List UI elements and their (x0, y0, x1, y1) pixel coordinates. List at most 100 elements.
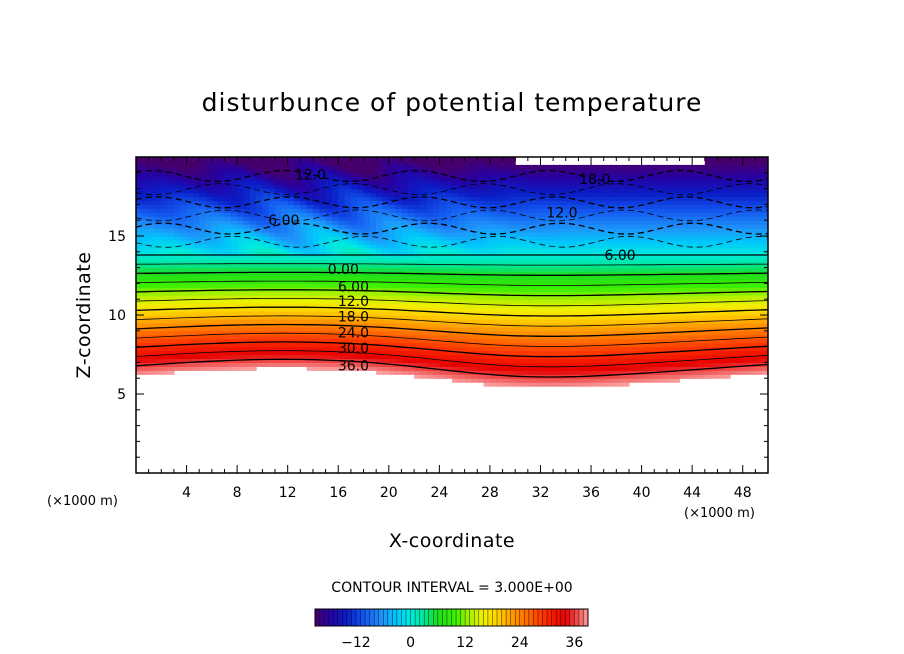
field-cell (211, 295, 219, 300)
field-cell (268, 204, 276, 209)
field-cell (597, 283, 605, 288)
field-cell (199, 287, 207, 292)
field-cell (218, 204, 226, 209)
field-cell (407, 334, 415, 340)
field-cell (572, 267, 579, 273)
field-cell (470, 216, 478, 221)
field-cell (382, 318, 390, 324)
field-cell (527, 212, 535, 217)
field-cell (350, 157, 358, 162)
field-cell (464, 287, 472, 292)
field-cell (685, 303, 693, 308)
field-cell (464, 228, 472, 233)
field-cell (180, 263, 188, 269)
field-cell (559, 330, 567, 336)
field-cell (508, 192, 516, 198)
field-cell (452, 228, 459, 233)
field-cell (420, 295, 428, 300)
field-cell (161, 168, 169, 174)
field-cell (268, 338, 276, 344)
field-cell (439, 232, 447, 237)
field-cell (161, 271, 169, 277)
field-cell (237, 338, 245, 344)
field-cell (616, 382, 624, 387)
field-cell (521, 362, 529, 367)
field-cell (641, 267, 649, 273)
field-cell (673, 346, 681, 352)
field-cell (401, 236, 409, 241)
field-cell (635, 275, 643, 281)
field-cell (388, 160, 396, 166)
field-cell (559, 315, 567, 320)
field-cell (591, 350, 598, 356)
field-cell (211, 176, 219, 182)
field-cell (489, 354, 497, 360)
field-cell (319, 346, 327, 352)
field-cell (230, 338, 238, 344)
field-cell (470, 188, 478, 194)
field-cell (154, 287, 162, 292)
field-cell (300, 362, 308, 367)
field-cell (142, 220, 150, 225)
field-cell (565, 271, 573, 277)
field-cell (565, 318, 573, 324)
field-cell (142, 204, 150, 209)
field-cell (319, 354, 327, 360)
field-cell (407, 239, 415, 245)
field-cell (325, 232, 333, 237)
field-cell (483, 243, 491, 249)
field-cell (565, 275, 573, 281)
field-cell (546, 350, 554, 356)
field-cell (641, 330, 649, 336)
field-cell (559, 358, 567, 363)
field-cell (502, 255, 510, 261)
field-cell (256, 239, 263, 245)
field-cell (275, 232, 282, 237)
field-cell (192, 354, 200, 360)
field-cell (616, 239, 624, 245)
field-cell (553, 228, 561, 233)
field-cell (180, 295, 188, 300)
field-cell (224, 184, 232, 190)
field-cell (647, 188, 655, 194)
field-cell (186, 192, 194, 198)
field-cell (635, 350, 643, 356)
field-cell (452, 208, 459, 213)
field-cell (584, 370, 592, 375)
field-cell (572, 224, 579, 229)
field-cell (268, 247, 276, 253)
field-cell (180, 208, 188, 213)
field-cell (647, 315, 655, 320)
field-cell (515, 220, 523, 225)
field-cell (300, 180, 308, 186)
field-cell (230, 362, 238, 367)
field-cell (420, 287, 428, 292)
field-cell (319, 358, 327, 363)
field-cell (218, 354, 226, 360)
field-cell (534, 192, 542, 198)
field-cell (496, 263, 504, 269)
field-cell (199, 342, 207, 348)
field-cell (369, 176, 377, 182)
field-cell (616, 267, 624, 273)
field-cell (262, 267, 270, 273)
field-cell (401, 350, 409, 356)
field-cell (224, 251, 232, 257)
field-cell (148, 184, 156, 190)
field-cell (306, 160, 314, 166)
field-cell (502, 184, 510, 190)
field-cell (616, 168, 624, 174)
field-cell (426, 216, 434, 221)
field-cell (136, 232, 143, 237)
field-cell (496, 184, 504, 190)
field-cell (186, 157, 194, 162)
field-cell (452, 267, 459, 273)
field-cell (211, 287, 219, 292)
field-cell (641, 208, 649, 213)
field-cell (294, 208, 301, 213)
field-cell (357, 212, 365, 217)
field-cell (338, 212, 346, 217)
field-cell (660, 228, 668, 233)
field-cell (445, 374, 453, 379)
field-cell (224, 196, 232, 202)
